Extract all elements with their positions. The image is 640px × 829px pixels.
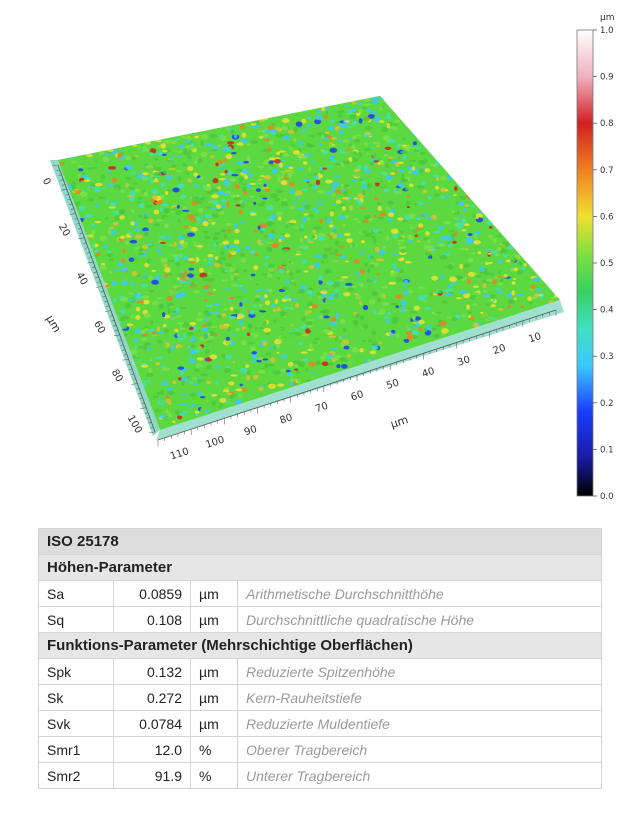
- colorbar-unit: µm: [600, 13, 615, 23]
- y-axis-label: µm: [43, 313, 63, 335]
- param-description: Arithmetische Durchschnitthöhe: [237, 580, 602, 607]
- x-tick-label: 80: [279, 412, 295, 426]
- table-title-row: ISO 25178: [38, 528, 602, 555]
- param-name: Sq: [38, 606, 114, 633]
- table-row: Sk 0.272 µm Kern-Rauheitstiefe: [38, 684, 602, 711]
- y-axis: 0 20 40 60 80 100: [40, 164, 156, 435]
- param-unit: %: [190, 736, 238, 763]
- table-row: Smr1 12.0% Oberer Tragbereich: [38, 736, 602, 763]
- param-value: 0.132: [113, 658, 191, 685]
- y-tick-label: 80: [109, 368, 125, 385]
- table-row: Smr2 91.9% Unterer Tragbereich: [38, 762, 602, 789]
- section-heading-row: Funktions-Parameter (Mehrschichtige Ober…: [38, 632, 602, 659]
- param-unit: µm: [190, 684, 238, 711]
- surface-top: [58, 96, 560, 430]
- section-heading: Funktions-Parameter (Mehrschichtige Ober…: [38, 632, 602, 659]
- x-axis: 10 20 30 40 50 60 70 80 90 100 110: [157, 309, 557, 463]
- param-name: Svk: [38, 710, 114, 737]
- param-name: Sk: [38, 684, 114, 711]
- param-value: 0.272: [113, 684, 191, 711]
- param-description: Reduzierte Spitzenhöhe: [237, 658, 602, 685]
- x-tick-label: 90: [243, 424, 259, 438]
- param-value: 0.0784: [113, 710, 191, 737]
- param-value: 91.9: [113, 762, 191, 789]
- y-tick-label: 100: [125, 413, 144, 435]
- colorbar-ticks: 1.0 0.9 0.8 0.7 0.6 0.5 0.4 0.3 0.2 0.1 0.0: [593, 26, 614, 500]
- surface-texture: [58, 96, 558, 425]
- param-unit: µm: [190, 658, 238, 685]
- table-row: Svk 0.0784 µm Reduzierte Muldentiefe: [38, 710, 602, 737]
- x-tick-label: 60: [350, 389, 366, 403]
- colorbar-tick-label: 0.0: [600, 492, 614, 500]
- table-title: ISO 25178: [38, 528, 602, 555]
- y-tick-label: 20: [56, 222, 72, 239]
- x-tick-label: 30: [456, 354, 472, 368]
- param-description: Oberer Tragbereich: [237, 736, 602, 763]
- y-tick-label: 0: [40, 176, 53, 187]
- colorbar-tick-label: 0.6: [600, 212, 614, 222]
- colorbar-tick-label: 0.3: [600, 352, 614, 362]
- section-heading: Höhen-Parameter: [38, 554, 602, 581]
- param-unit: %: [190, 762, 238, 789]
- surface-side-right: [156, 300, 564, 440]
- param-description: Reduzierte Muldentiefe: [237, 710, 602, 737]
- param-description: Kern-Rauheitstiefe: [237, 684, 602, 711]
- colorbar-tick-label: 0.2: [600, 399, 614, 409]
- param-name: Smr2: [38, 762, 114, 789]
- y-tick-label: 40: [73, 271, 89, 288]
- x-tick-label: 50: [385, 377, 401, 391]
- table-row: Spk 0.132 µm Reduzierte Spitzenhöhe: [38, 658, 602, 685]
- x-axis-label: µm: [389, 413, 410, 431]
- colorbar-tick-label: 0.8: [600, 119, 614, 129]
- param-value: 0.0859: [113, 580, 191, 607]
- colorbar-tick-label: 0.9: [600, 73, 614, 83]
- x-tick-label: 40: [421, 366, 437, 380]
- param-unit: µm: [190, 606, 238, 633]
- param-unit: µm: [190, 710, 238, 737]
- x-tick-label: 110: [169, 446, 191, 462]
- colorbar-tick-label: 0.7: [600, 166, 614, 176]
- table-row: Sq 0.108 µm Durchschnittliche quadratische …: [38, 606, 602, 633]
- section-heading-row: Höhen-Parameter: [38, 554, 602, 581]
- colorbar-tick-label: 0.1: [600, 445, 614, 455]
- colorbar-tick-label: 0.4: [600, 306, 614, 316]
- y-tick-label: 60: [91, 319, 107, 336]
- x-tick-label: 100: [204, 435, 226, 451]
- x-tick-label: 10: [527, 331, 543, 345]
- param-unit: µm: [190, 580, 238, 607]
- x-tick-label: 70: [314, 401, 330, 415]
- param-description: Unterer Tragbereich: [237, 762, 602, 789]
- colorbar: [576, 29, 594, 497]
- surface-plot: 0 20 40 60 80 100 10 20 30 40 50 60 70 80 90 100 110 µm…: [40, 13, 615, 500]
- colorbar-tick-label: 0.5: [600, 259, 614, 269]
- param-name: Sa: [38, 580, 114, 607]
- surface-side-left: [50, 160, 160, 436]
- colorbar-tick-label: 1.0: [600, 26, 614, 36]
- param-value: 0.108: [113, 606, 191, 633]
- parameter-table: ISO 25178 Höhen-Parameter Sa 0.0859 µm Arithm…: [38, 528, 602, 789]
- x-tick-label: 20: [492, 343, 508, 357]
- param-description: Durchschnittliche quadratische Höhe: [237, 606, 602, 633]
- param-value: 12.0: [113, 736, 191, 763]
- table-row: Sa 0.0859 µm Arithmetische Durchschnitthöhe: [38, 580, 602, 607]
- param-name: Smr1: [38, 736, 114, 763]
- param-name: Spk: [38, 658, 114, 685]
